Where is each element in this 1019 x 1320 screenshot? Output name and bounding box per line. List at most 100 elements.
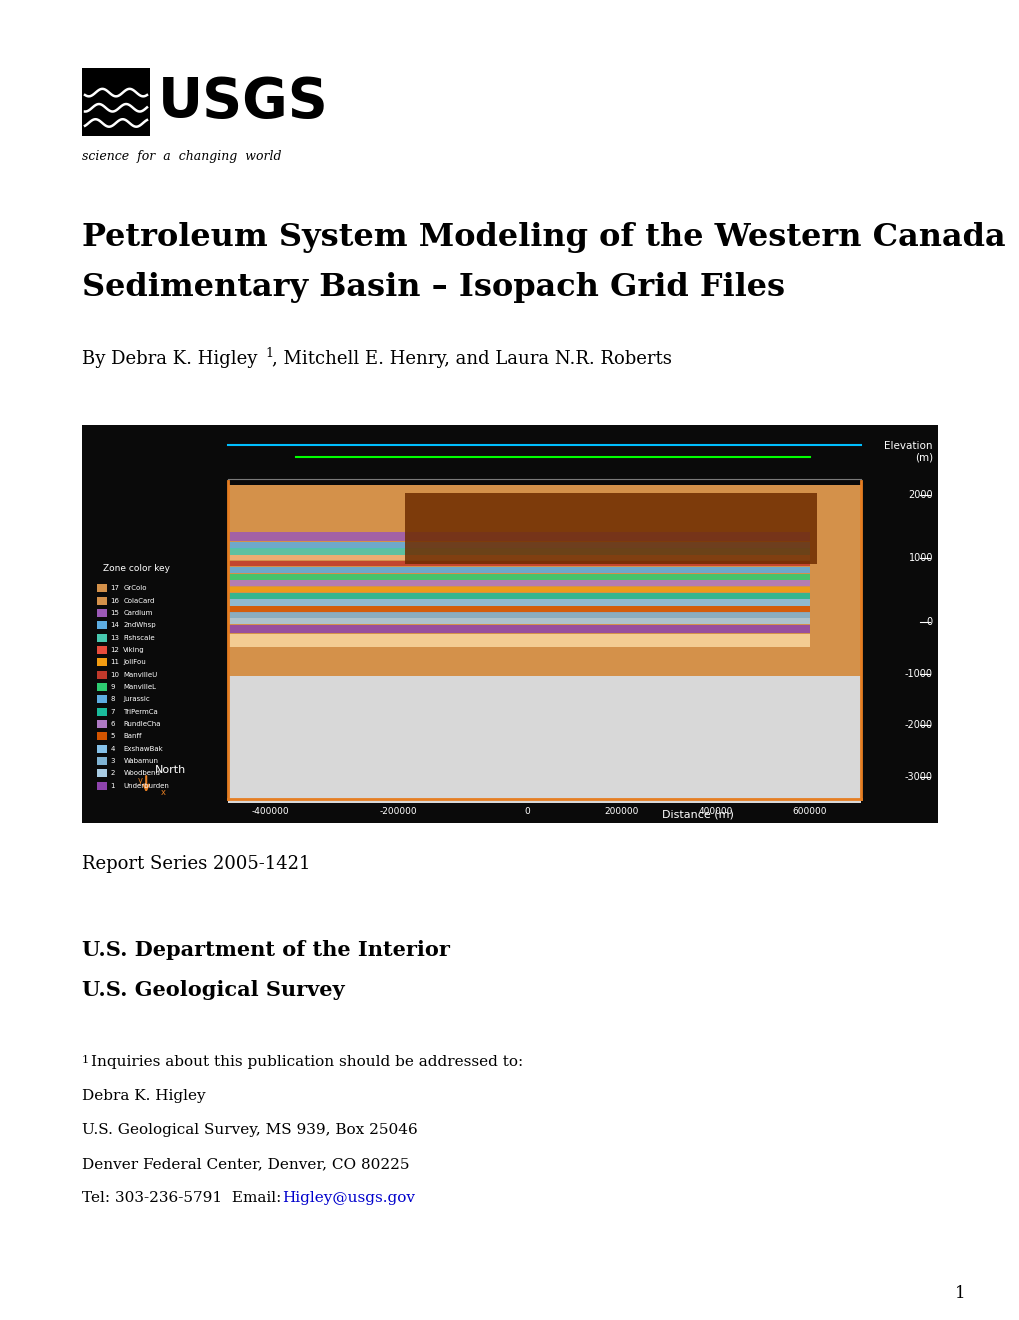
Bar <box>227 612 809 619</box>
Text: Wabamun: Wabamun <box>123 758 158 764</box>
Text: 600000: 600000 <box>792 807 826 816</box>
Bar <box>227 593 809 599</box>
Bar <box>405 492 816 565</box>
Text: Distance (m): Distance (m) <box>661 809 734 818</box>
Text: Tel: 303-236-5791  Email:: Tel: 303-236-5791 Email: <box>82 1191 286 1205</box>
Text: 6: 6 <box>110 721 115 727</box>
Text: Banff: Banff <box>123 733 142 739</box>
Text: 3: 3 <box>110 758 115 764</box>
Bar <box>97 671 107 678</box>
Text: 1: 1 <box>265 347 273 360</box>
Bar <box>97 597 107 605</box>
Text: U.S. Geological Survey: U.S. Geological Survey <box>82 979 344 1001</box>
Bar <box>227 624 809 632</box>
Bar <box>82 425 937 822</box>
Bar <box>97 609 107 616</box>
Bar <box>227 581 809 586</box>
Bar <box>97 645 107 653</box>
Bar <box>97 719 107 727</box>
Text: Report Series 2005-1421: Report Series 2005-1421 <box>82 855 310 873</box>
Text: Petroleum System Modeling of the Western Canada: Petroleum System Modeling of the Western… <box>82 222 1005 253</box>
Bar <box>227 532 809 541</box>
Text: Sedimentary Basin – Isopach Grid Files: Sedimentary Basin – Isopach Grid Files <box>82 272 785 304</box>
Text: -2000: -2000 <box>904 721 932 730</box>
Bar <box>227 635 809 647</box>
Bar <box>97 708 107 715</box>
Bar <box>227 484 860 803</box>
Text: By Debra K. Higley: By Debra K. Higley <box>82 350 257 368</box>
Bar <box>97 585 107 593</box>
Text: 13: 13 <box>110 635 119 640</box>
Bar <box>227 586 809 591</box>
Bar <box>97 770 107 777</box>
Text: GrColo: GrColo <box>123 585 147 591</box>
Text: -400000: -400000 <box>252 807 288 816</box>
Text: -1000: -1000 <box>904 669 932 678</box>
Bar <box>97 781 107 789</box>
Bar <box>227 543 809 549</box>
Text: Underburden: Underburden <box>123 783 169 788</box>
Text: Viking: Viking <box>123 647 145 653</box>
Text: -3000: -3000 <box>904 772 932 783</box>
Text: ColaCard: ColaCard <box>123 598 155 603</box>
Text: 17: 17 <box>110 585 119 591</box>
Text: 1000: 1000 <box>908 553 932 564</box>
Text: 4: 4 <box>110 746 115 751</box>
Bar <box>227 599 809 606</box>
Bar <box>227 606 809 612</box>
Text: North: North <box>155 766 185 775</box>
Text: 10: 10 <box>110 672 119 677</box>
Text: Woodbend: Woodbend <box>123 771 160 776</box>
Text: 15: 15 <box>110 610 119 616</box>
Text: 16: 16 <box>110 598 119 603</box>
Text: Jurassic: Jurassic <box>123 696 150 702</box>
Text: 2ndWhsp: 2ndWhsp <box>123 622 156 628</box>
Text: Fishscale: Fishscale <box>123 635 155 640</box>
Bar <box>97 659 107 667</box>
Text: 7: 7 <box>110 709 115 714</box>
Bar <box>227 619 809 624</box>
Bar <box>97 682 107 690</box>
Bar <box>97 634 107 642</box>
Text: Zone color key: Zone color key <box>103 565 170 573</box>
Text: , Mitchell E. Henry, and Laura N.R. Roberts: , Mitchell E. Henry, and Laura N.R. Robe… <box>272 350 672 368</box>
Bar <box>82 69 150 136</box>
Text: ManvilleU: ManvilleU <box>123 672 158 677</box>
Text: 12: 12 <box>110 647 119 653</box>
Text: U.S. Department of the Interior: U.S. Department of the Interior <box>82 940 449 960</box>
Text: ManvilleL: ManvilleL <box>123 684 156 690</box>
Text: Denver Federal Center, Denver, CO 80225: Denver Federal Center, Denver, CO 80225 <box>82 1158 409 1171</box>
Text: JoliFou: JoliFou <box>123 659 146 665</box>
Text: 9: 9 <box>110 684 115 690</box>
Text: 0: 0 <box>524 807 530 816</box>
Text: TriPermCa: TriPermCa <box>123 709 158 714</box>
Bar <box>227 676 860 803</box>
Text: x: x <box>161 788 166 797</box>
Text: 1: 1 <box>110 783 115 788</box>
Bar <box>227 554 809 561</box>
Text: 2000: 2000 <box>908 490 932 500</box>
Text: y: y <box>138 776 143 785</box>
Text: 14: 14 <box>110 622 119 628</box>
Bar <box>227 548 809 554</box>
Bar <box>227 561 809 566</box>
Text: 5: 5 <box>110 733 115 739</box>
Text: USGS: USGS <box>158 75 328 129</box>
Text: 0: 0 <box>926 616 932 627</box>
Bar <box>227 568 809 573</box>
Bar <box>97 622 107 630</box>
Text: science  for  a  changing  world: science for a changing world <box>82 150 281 162</box>
Text: Elevation
(m): Elevation (m) <box>883 441 932 462</box>
Text: 200000: 200000 <box>603 807 638 816</box>
Text: RundleCha: RundleCha <box>123 721 161 727</box>
Bar <box>227 574 809 581</box>
Bar <box>97 696 107 704</box>
Text: 2: 2 <box>110 771 115 776</box>
Bar <box>97 744 107 752</box>
Text: Inquiries about this publication should be addressed to:: Inquiries about this publication should … <box>91 1055 523 1069</box>
Text: -200000: -200000 <box>379 807 417 816</box>
Bar <box>97 733 107 741</box>
Text: ExshawBak: ExshawBak <box>123 746 163 751</box>
Text: 1: 1 <box>954 1284 964 1302</box>
Text: Cardium: Cardium <box>123 610 153 616</box>
